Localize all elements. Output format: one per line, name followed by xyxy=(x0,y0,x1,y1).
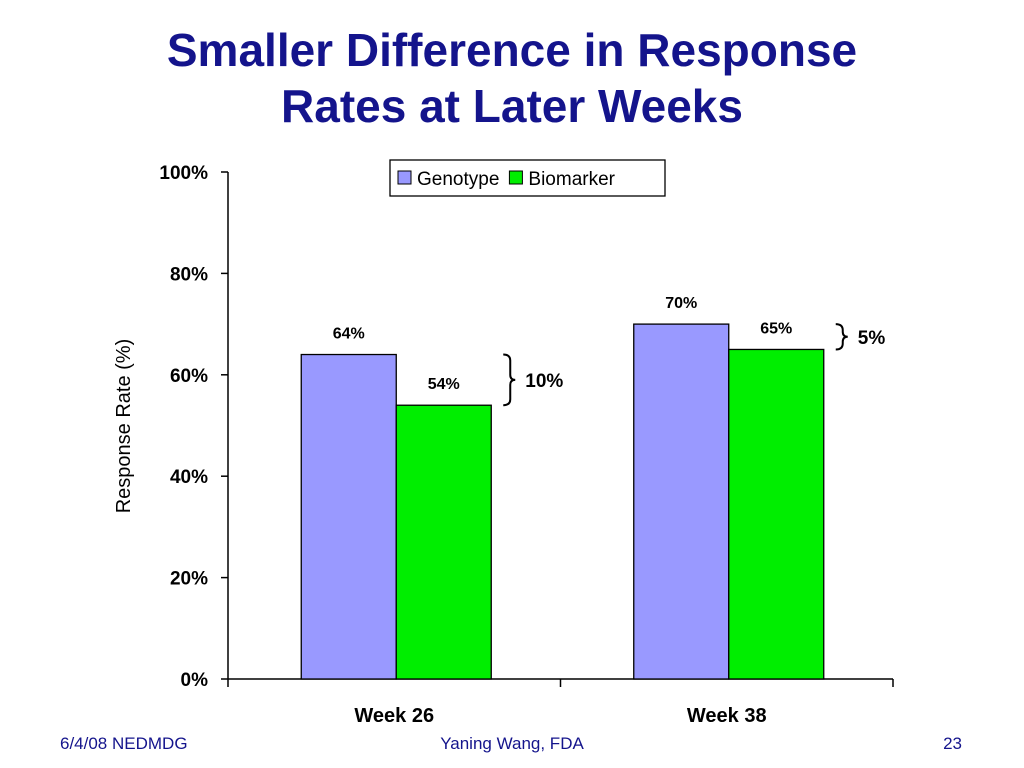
slide-title-line-1: Smaller Difference in Response xyxy=(166,24,858,76)
x-tick-label: Week 26 xyxy=(354,705,434,727)
difference-annotation: 10% xyxy=(525,371,563,392)
y-tick-label: 100% xyxy=(159,163,208,184)
y-tick-label: 80% xyxy=(170,264,208,285)
y-tick-label: 0% xyxy=(181,670,209,691)
footer-author: Yaning Wang, FDA xyxy=(440,734,584,753)
legend-box xyxy=(389,159,666,197)
data-label: 54% xyxy=(428,376,460,393)
y-tick-label: 40% xyxy=(170,467,208,488)
legend-swatch-genotype xyxy=(397,170,412,185)
legend-swatch-biomarker xyxy=(508,170,523,185)
bar-biomarker-week-38 xyxy=(728,348,825,680)
legend-label-genotype: Genotype xyxy=(417,169,499,190)
slide-title-line-2: Rates at Later Weeks xyxy=(281,80,743,132)
y-tick-label: 60% xyxy=(170,366,208,387)
bar-biomarker-week-26 xyxy=(395,404,492,680)
bar-genotype-week-38 xyxy=(633,323,730,680)
difference-brace xyxy=(835,323,848,351)
x-tick-label: Week 38 xyxy=(687,705,767,727)
y-axis-label: Response Rate (%) xyxy=(113,339,135,514)
bar-genotype-week-26 xyxy=(300,353,397,680)
footer-date: 6/4/08 NEDMDG xyxy=(60,734,188,753)
y-tick-label: 20% xyxy=(170,569,208,590)
slide-title: Smaller Difference in Response Rates at … xyxy=(0,22,1024,134)
difference-brace xyxy=(503,353,516,407)
legend-label-biomarker: Biomarker xyxy=(528,169,615,190)
difference-annotation: 5% xyxy=(858,328,886,349)
data-label: 70% xyxy=(665,295,697,312)
footer-page-number: 23 xyxy=(943,734,962,753)
data-label: 64% xyxy=(333,326,365,343)
data-label: 65% xyxy=(760,320,792,337)
